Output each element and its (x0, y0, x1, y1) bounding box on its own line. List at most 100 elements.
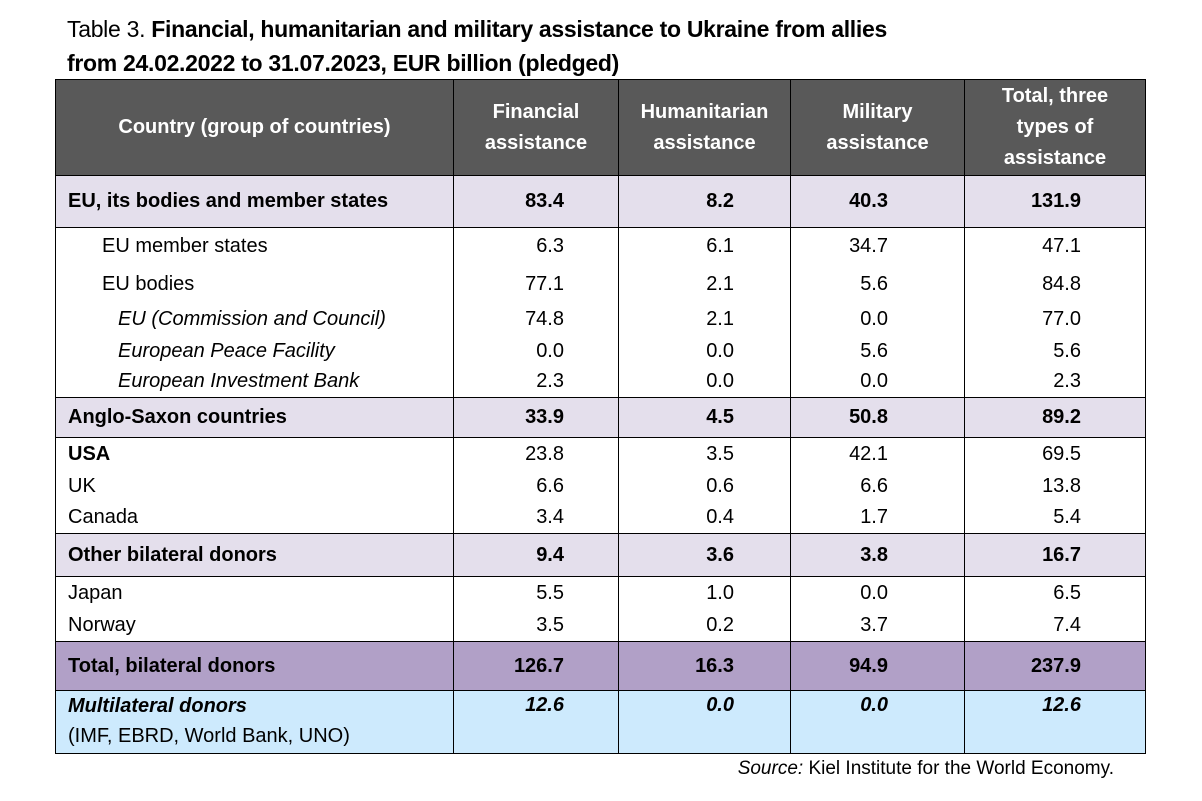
cell-humanitarian: 3.6 (618, 533, 791, 577)
cell-total: 7.4 (964, 609, 1146, 642)
cell-military: 5.6 (790, 335, 965, 367)
row-label: Anglo-Saxon countries (55, 397, 454, 438)
cell-total: 89.2 (964, 397, 1146, 438)
row-label: Canada (55, 501, 454, 534)
cell-financial: 23.8 (453, 437, 619, 471)
cell-humanitarian: 8.2 (618, 175, 791, 228)
cell-humanitarian: 0.6 (618, 470, 791, 502)
cell-military: 3.8 (790, 533, 965, 577)
cell-financial: 5.5 (453, 576, 619, 610)
cell-financial: 0.0 (453, 335, 619, 367)
table-row-anglo-saxon-countries: Anglo-Saxon countries 33.9 4.5 50.8 89.2 (55, 397, 1146, 438)
row-label: UK (55, 470, 454, 502)
header-military: Military assistance (790, 79, 965, 176)
cell-financial: 9.4 (453, 533, 619, 577)
cell-financial: 6.6 (453, 470, 619, 502)
cell-military: 0.0 (790, 576, 965, 610)
title-line-2: from 24.02.2022 to 31.07.2023, EUR billi… (67, 50, 619, 76)
cell-financial: 12.6 (453, 690, 619, 754)
cell-total: 5.6 (964, 335, 1146, 367)
cell-humanitarian: 6.1 (618, 227, 791, 266)
multilateral-label: Multilateral donors (68, 695, 247, 717)
cell-financial: 83.4 (453, 175, 619, 228)
cell-total: 84.8 (964, 265, 1146, 304)
cell-humanitarian: 3.5 (618, 437, 791, 471)
cell-military: 6.6 (790, 470, 965, 502)
title-prefix: Table 3. (67, 16, 152, 42)
table-row-eu-member-states: EU member states 6.3 6.1 34.7 47.1 (55, 227, 1146, 266)
header-military-label: Military assistance (826, 100, 929, 154)
source-text: Kiel Institute for the World Economy. (803, 758, 1114, 779)
cell-total: 5.4 (964, 501, 1146, 534)
cell-financial: 77.1 (453, 265, 619, 304)
cell-humanitarian: 16.3 (618, 641, 791, 691)
cell-total: 13.8 (964, 470, 1146, 502)
header-country: Country (group of countries) (55, 79, 454, 176)
table-row-total-bilateral-donors: Total, bilateral donors 126.7 16.3 94.9 237.… (55, 641, 1146, 691)
cell-humanitarian: 4.5 (618, 397, 791, 438)
table-row-eu-bodies: EU bodies 77.1 2.1 5.6 84.8 (55, 265, 1146, 304)
cell-financial: 33.9 (453, 397, 619, 438)
cell-military: 0.0 (790, 690, 965, 754)
cell-humanitarian: 0.4 (618, 501, 791, 534)
row-label: Total, bilateral donors (55, 641, 454, 691)
cell-military: 0.0 (790, 303, 965, 336)
cell-military: 1.7 (790, 501, 965, 534)
header-humanitarian: Humanitarian assistance (618, 79, 791, 176)
cell-military: 94.9 (790, 641, 965, 691)
multilateral-sublabel: (IMF, EBRD, World Bank, UNO) (68, 725, 350, 747)
assistance-table: Country (group of countries) Financial a… (55, 79, 1146, 754)
cell-financial: 3.5 (453, 609, 619, 642)
table-row-usa: USA 23.8 3.5 42.1 69.5 (55, 437, 1146, 471)
table-row-european-investment-bank: European Investment Bank 2.3 0.0 0.0 2.3 (55, 366, 1146, 398)
row-label-multilateral: Multilateral donors (IMF, EBRD, World Ban… (55, 690, 454, 754)
row-label: EU bodies (55, 265, 454, 304)
cell-total: 237.9 (964, 641, 1146, 691)
cell-military: 40.3 (790, 175, 965, 228)
cell-humanitarian: 0.2 (618, 609, 791, 642)
row-label: Norway (55, 609, 454, 642)
cell-financial: 3.4 (453, 501, 619, 534)
cell-total: 16.7 (964, 533, 1146, 577)
row-label: USA (55, 437, 454, 471)
cell-total: 12.6 (964, 690, 1146, 754)
header-financial-label: Financial assistance (484, 100, 588, 154)
source-note: Source: Kiel Institute for the World Eco… (738, 758, 1114, 780)
table-row-uk: UK 6.6 0.6 6.6 13.8 (55, 470, 1146, 502)
row-label: European Peace Facility (55, 335, 454, 367)
cell-financial: 74.8 (453, 303, 619, 336)
cell-military: 34.7 (790, 227, 965, 266)
row-label: EU (Commission and Council) (55, 303, 454, 336)
row-label: Other bilateral donors (55, 533, 454, 577)
cell-military: 3.7 (790, 609, 965, 642)
table-row-multilateral-donors: Multilateral donors (IMF, EBRD, World Ban… (55, 690, 1146, 754)
cell-financial: 126.7 (453, 641, 619, 691)
header-total: Total, three types of assistance (964, 79, 1146, 176)
cell-total: 69.5 (964, 437, 1146, 471)
cell-military: 50.8 (790, 397, 965, 438)
cell-total: 2.3 (964, 366, 1146, 398)
table-row-norway: Norway 3.5 0.2 3.7 7.4 (55, 609, 1146, 642)
table-title: Table 3. Financial, humanitarian and mil… (67, 12, 887, 80)
cell-military: 0.0 (790, 366, 965, 398)
row-label: EU member states (55, 227, 454, 266)
cell-humanitarian: 0.0 (618, 690, 791, 754)
cell-humanitarian: 2.1 (618, 265, 791, 304)
header-financial: Financial assistance (453, 79, 619, 176)
cell-humanitarian: 1.0 (618, 576, 791, 610)
table-row-japan: Japan 5.5 1.0 0.0 6.5 (55, 576, 1146, 610)
title-text-line1: Financial, humanitarian and military ass… (151, 16, 887, 42)
cell-financial: 2.3 (453, 366, 619, 398)
cell-military: 5.6 (790, 265, 965, 304)
cell-humanitarian: 0.0 (618, 335, 791, 367)
row-label: European Investment Bank (55, 366, 454, 398)
title-line-1: Table 3. Financial, humanitarian and mil… (67, 12, 887, 46)
table-row-canada: Canada 3.4 0.4 1.7 5.4 (55, 501, 1146, 534)
table-row-eu-its-bodies-and-member-states: EU, its bodies and member states 83.4 8.2 4… (55, 175, 1146, 228)
header-humanitarian-label: Humanitarian assistance (640, 100, 769, 154)
cell-financial: 6.3 (453, 227, 619, 266)
cell-total: 6.5 (964, 576, 1146, 610)
header-total-label: Total, three types of assistance (1001, 85, 1109, 169)
table-row-other-bilateral-donors: Other bilateral donors 9.4 3.6 3.8 16.7 (55, 533, 1146, 577)
table-row-eu-commission-and-council: EU (Commission and Council) 74.8 2.1 0.0 77.… (55, 303, 1146, 336)
